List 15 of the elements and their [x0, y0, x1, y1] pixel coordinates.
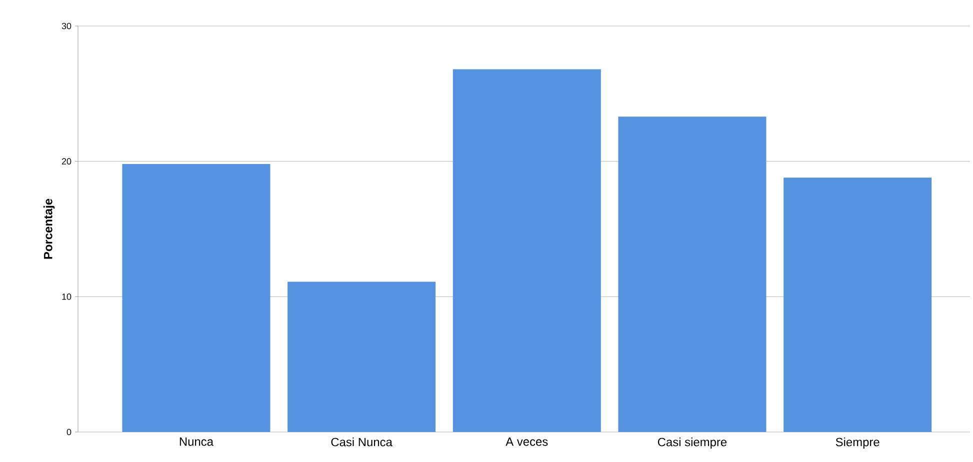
y-tick-label: 0 [66, 428, 72, 436]
bar [122, 164, 270, 432]
y-axis-title: Porcentaje [44, 198, 55, 259]
x-tick-label: Casi siempre [658, 438, 727, 449]
x-tick-label: Casi Nunca [331, 438, 392, 446]
bar [784, 178, 932, 432]
x-tick-label: Nunca [180, 438, 214, 446]
x-tick-label: Siempre [836, 438, 880, 449]
x-tick-label: A veces [506, 438, 548, 446]
y-tick-label: 30 [62, 22, 72, 30]
y-tick-label: 20 [62, 158, 72, 165]
bar [618, 116, 766, 432]
bar [452, 69, 601, 432]
bar [288, 282, 436, 432]
y-tick-label: 10 [62, 293, 72, 300]
